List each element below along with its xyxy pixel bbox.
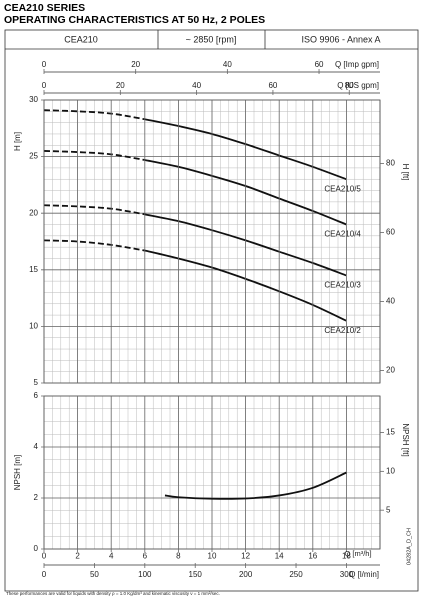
curve-label: CEA210/5 xyxy=(324,184,361,193)
top-tick-label: 80 xyxy=(345,81,354,90)
y2-tick-label: 5 xyxy=(386,505,391,514)
x-tick-label: 6 xyxy=(143,552,148,561)
y-tick-label: 4 xyxy=(34,442,39,451)
header-cell: CEA210 xyxy=(64,34,98,44)
bottom-tick-label: 300 xyxy=(340,570,354,579)
header-cell: ISO 9906 - Annex A xyxy=(301,34,380,44)
top-tick-label: 0 xyxy=(42,60,47,69)
y2-tick-label: 20 xyxy=(386,366,395,375)
y-tick-label: 6 xyxy=(34,391,39,400)
y2-tick-label: 80 xyxy=(386,159,395,168)
outer-frame xyxy=(4,29,419,592)
y2-axis-label: NPSH [ft] xyxy=(401,423,410,456)
top-axis-label: Q [US gpm] xyxy=(337,81,379,90)
bottom-tick-label: 200 xyxy=(239,570,253,579)
y-tick-label: 10 xyxy=(29,322,38,331)
y2-tick-label: 40 xyxy=(386,297,395,306)
bottom-axis-label: Q [l/min] xyxy=(349,570,379,579)
x-tick-label: 12 xyxy=(241,552,250,561)
top-tick-label: 20 xyxy=(116,81,125,90)
y-tick-label: 2 xyxy=(34,493,39,502)
y2-axis-label: H [ft] xyxy=(401,164,410,181)
bottom-tick-label: 150 xyxy=(189,570,203,579)
curve xyxy=(43,239,145,252)
y-tick-label: 5 xyxy=(34,378,39,387)
x-tick-label: 0 xyxy=(42,552,47,561)
x-tick-label: 8 xyxy=(176,552,181,561)
x-tick-label: 14 xyxy=(275,552,284,561)
y2-tick-label: 10 xyxy=(386,466,395,475)
curve xyxy=(43,109,145,121)
x-tick-label: 2 xyxy=(75,552,80,561)
curve xyxy=(164,471,347,500)
x-tick-label: 16 xyxy=(308,552,317,561)
footnote: These performances are valid for liquids… xyxy=(6,591,220,596)
curve-label: CEA210/4 xyxy=(324,230,361,239)
x-axis-label: Q [m³/h] xyxy=(344,549,371,558)
x-tick-label: 4 xyxy=(109,552,114,561)
top-tick-label: 40 xyxy=(192,81,201,90)
y-tick-label: 0 xyxy=(34,544,39,553)
x-tick-label: 10 xyxy=(208,552,217,561)
top-axis-label: Q [Imp gpm] xyxy=(335,60,379,69)
y-axis-label: NPSH [m] xyxy=(13,455,22,491)
bottom-tick-label: 50 xyxy=(90,570,99,579)
curve-label: CEA210/3 xyxy=(324,281,361,290)
bottom-tick-label: 0 xyxy=(42,570,47,579)
top-tick-label: 20 xyxy=(131,60,140,69)
y-axis-label: H [m] xyxy=(13,132,22,151)
y2-tick-label: 60 xyxy=(386,228,395,237)
title: CEA210 SERIES xyxy=(4,2,85,14)
top-tick-label: 0 xyxy=(42,81,47,90)
y-tick-label: 30 xyxy=(29,95,38,104)
y-tick-label: 15 xyxy=(29,265,38,274)
top-tick-label: 60 xyxy=(315,60,324,69)
bottom-tick-label: 100 xyxy=(138,570,152,579)
top-tick-label: 40 xyxy=(223,60,232,69)
y-tick-label: 25 xyxy=(29,152,38,161)
curve-label: CEA210/2 xyxy=(324,326,361,335)
bottom-tick-label: 250 xyxy=(289,570,303,579)
header-cell: ~ 2850 [rpm] xyxy=(186,34,237,44)
top-tick-label: 60 xyxy=(268,81,277,90)
subtitle: OPERATING CHARACTERISTICS AT 50 Hz, 2 PO… xyxy=(4,14,265,26)
curve xyxy=(43,204,145,216)
x-tick-label: 18 xyxy=(342,552,351,561)
curve xyxy=(43,150,145,161)
y2-tick-label: 15 xyxy=(386,428,395,437)
drawing-code: 04282A_D_CH xyxy=(406,528,412,565)
y-tick-label: 20 xyxy=(29,208,38,217)
